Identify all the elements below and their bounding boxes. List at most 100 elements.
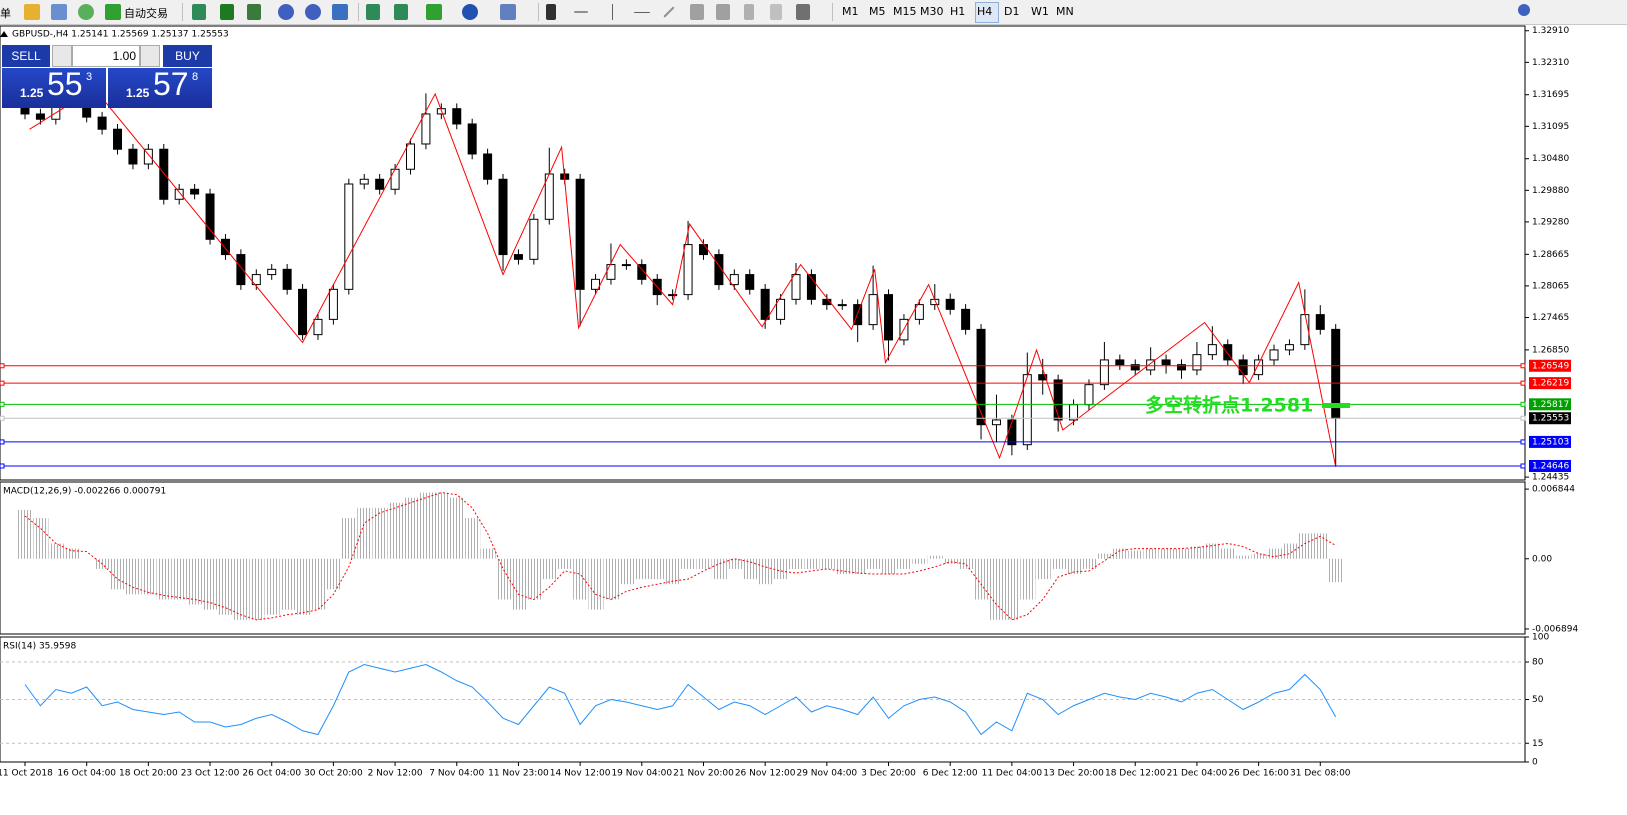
arrows[interactable] — [796, 4, 810, 20]
level-label-bg — [1529, 359, 1571, 372]
periods[interactable] — [462, 4, 478, 20]
collapse-arrow[interactable] — [0, 31, 8, 37]
sell-button[interactable]: SELL — [2, 45, 50, 67]
histogram-bar — [711, 558, 727, 580]
timeframe[interactable]: W1 — [1031, 5, 1049, 18]
timeframe[interactable]: D1 — [1004, 5, 1020, 18]
toolbar: 单 自动交易 M1 M5 M15 M30 H1 H4 D1 W1 MN — [0, 0, 1627, 25]
text-tool[interactable] — [744, 4, 754, 20]
sell-price-pips: 55 — [47, 66, 83, 102]
autotrade-button[interactable]: 自动交易 — [124, 7, 168, 20]
candle-body — [159, 148, 169, 200]
tile[interactable] — [332, 4, 348, 20]
x-tick-label: 6 Dec 12:00 — [923, 769, 978, 779]
histogram-bar — [804, 558, 820, 569]
candle-body — [35, 113, 45, 120]
level-label-bg — [1529, 398, 1571, 411]
chart-title: GBPUSD-,H4 1.25141 1.25569 1.25137 1.255… — [12, 30, 229, 40]
histogram-bar — [203, 558, 219, 610]
icon[interactable] — [247, 4, 261, 20]
candle-body — [1284, 344, 1294, 351]
icon[interactable] — [394, 4, 408, 20]
crosshair[interactable] — [574, 11, 588, 13]
histogram-bar — [1143, 548, 1159, 559]
histogram-bar — [1020, 558, 1036, 600]
x-tick-label: 11 Oct 2018 — [0, 769, 53, 779]
histogram-bar — [172, 558, 188, 600]
timeframe[interactable]: M5 — [869, 5, 886, 18]
templates[interactable] — [500, 4, 516, 20]
candle-body — [1223, 344, 1233, 361]
timeframe[interactable]: H4 — [977, 5, 993, 18]
level-handle — [0, 415, 5, 421]
level-handle — [0, 401, 5, 407]
indicators[interactable] — [426, 4, 442, 20]
x-tick-label: 23 Oct 12:00 — [181, 769, 240, 779]
level-label: 1.25553 — [1532, 414, 1569, 424]
histogram-bar — [388, 502, 404, 559]
x-tick-label: 14 Nov 12:00 — [550, 769, 611, 779]
histogram-bar — [449, 497, 465, 559]
lots-up[interactable] — [140, 45, 160, 67]
candle-body — [375, 178, 385, 190]
candle-body — [776, 298, 786, 320]
x-tick-label: 16 Oct 04:00 — [57, 769, 116, 779]
histogram-bar — [295, 558, 311, 615]
search[interactable] — [1518, 4, 1530, 16]
histogram-bar — [249, 558, 265, 620]
buy-price-big: 1.25 — [126, 86, 150, 100]
cursor[interactable] — [546, 4, 556, 20]
candle-body — [683, 244, 693, 296]
menu-fragment[interactable]: 单 — [0, 7, 11, 20]
histogram-bar — [418, 492, 434, 559]
x-tick-label: 7 Nov 04:00 — [429, 769, 484, 779]
histogram-bar — [573, 558, 589, 600]
lots-input[interactable]: 1.00 — [72, 45, 140, 67]
candle-body — [220, 238, 230, 256]
histogram-bar — [789, 558, 804, 569]
candle-body — [729, 274, 739, 286]
y-tick-label: -0.006894 — [1532, 624, 1578, 634]
zoom-in[interactable] — [278, 4, 294, 20]
channel[interactable] — [690, 4, 704, 20]
fibo[interactable] — [716, 4, 730, 20]
icon[interactable] — [24, 4, 40, 20]
x-tick-label: 11 Nov 23:00 — [488, 769, 549, 779]
candle-body — [884, 294, 894, 341]
rsi-title: RSI(14) 35.9598 — [3, 642, 76, 652]
candle-body — [298, 288, 308, 336]
buy-button[interactable]: BUY — [163, 45, 212, 67]
vline[interactable] — [612, 4, 613, 20]
histogram-bar — [64, 548, 80, 559]
candle-body — [637, 264, 647, 280]
timeframe[interactable]: M30 — [920, 5, 944, 18]
buy-price[interactable]: 1.25 57 8 — [108, 66, 212, 108]
hline[interactable] — [634, 12, 650, 13]
icon[interactable] — [78, 4, 94, 20]
label-tool[interactable] — [770, 4, 782, 20]
histogram-bar — [588, 558, 604, 610]
histogram-bar — [819, 558, 835, 569]
price-panel — [0, 25, 1526, 481]
zoom-out[interactable] — [305, 4, 321, 20]
histogram-bar — [1189, 546, 1205, 559]
histogram-bar — [835, 558, 851, 575]
y-tick-label: 1.29280 — [1532, 217, 1569, 227]
timeframe[interactable]: MN — [1056, 5, 1074, 18]
icon[interactable] — [192, 4, 206, 20]
candle-body — [1038, 374, 1048, 381]
candle-body — [406, 143, 415, 170]
icon[interactable] — [51, 4, 67, 20]
icon[interactable] — [366, 4, 380, 20]
level-label: 1.26219 — [1532, 379, 1569, 389]
autotrade-icon[interactable] — [105, 4, 121, 20]
icon[interactable] — [220, 4, 234, 20]
sell-price[interactable]: 1.25 55 3 — [2, 66, 106, 108]
timeframe[interactable]: M15 — [893, 5, 917, 18]
timeframe[interactable]: M1 — [842, 5, 859, 18]
timeframe[interactable]: H1 — [950, 5, 966, 18]
level-handle — [1520, 380, 1526, 386]
lots-down[interactable] — [52, 45, 72, 67]
candle-body — [128, 148, 138, 165]
